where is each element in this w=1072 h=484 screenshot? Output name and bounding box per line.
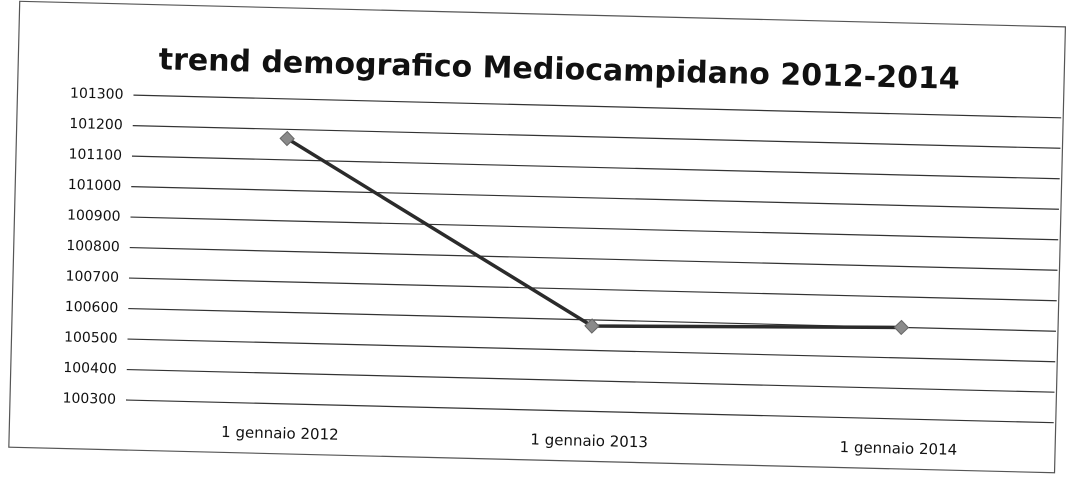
x-tick-label: 1 gennaio 2013	[530, 430, 648, 451]
grid-line	[133, 94, 1062, 119]
chart-area: trend demografico Mediocampidano 2012-20…	[8, 0, 1067, 474]
grid-line	[126, 399, 1054, 424]
y-tick-label: 101100	[68, 147, 122, 164]
grid-line	[131, 185, 1059, 210]
grid-line	[127, 338, 1056, 363]
y-tick-label: 101300	[70, 86, 124, 103]
grid-line	[129, 246, 1058, 271]
x-tick-label: 1 gennaio 2012	[221, 423, 339, 444]
y-tick-label: 101000	[68, 177, 122, 194]
y-tick-label: 100800	[66, 238, 120, 255]
grid-line	[126, 368, 1055, 393]
grid-line	[130, 216, 1059, 241]
grid-line	[132, 125, 1061, 149]
y-tick-label: 100300	[62, 390, 116, 407]
chart-frame	[8, 0, 1067, 474]
y-tick-label: 100600	[65, 299, 119, 316]
data-point	[584, 318, 600, 334]
y-tick-label: 100500	[64, 330, 118, 347]
data-point	[279, 130, 295, 147]
x-tick-label: 1 gennaio 2014	[839, 438, 957, 459]
y-tick-label: 101200	[69, 116, 123, 133]
y-tick-label: 100700	[65, 269, 119, 286]
grid-line	[128, 277, 1057, 302]
y-tick-label: 100400	[63, 360, 117, 377]
grid-line	[131, 155, 1060, 180]
chart-title: trend demografico Mediocampidano 2012-20…	[158, 42, 960, 97]
y-tick-label: 100900	[67, 208, 121, 225]
data-point	[893, 319, 910, 336]
